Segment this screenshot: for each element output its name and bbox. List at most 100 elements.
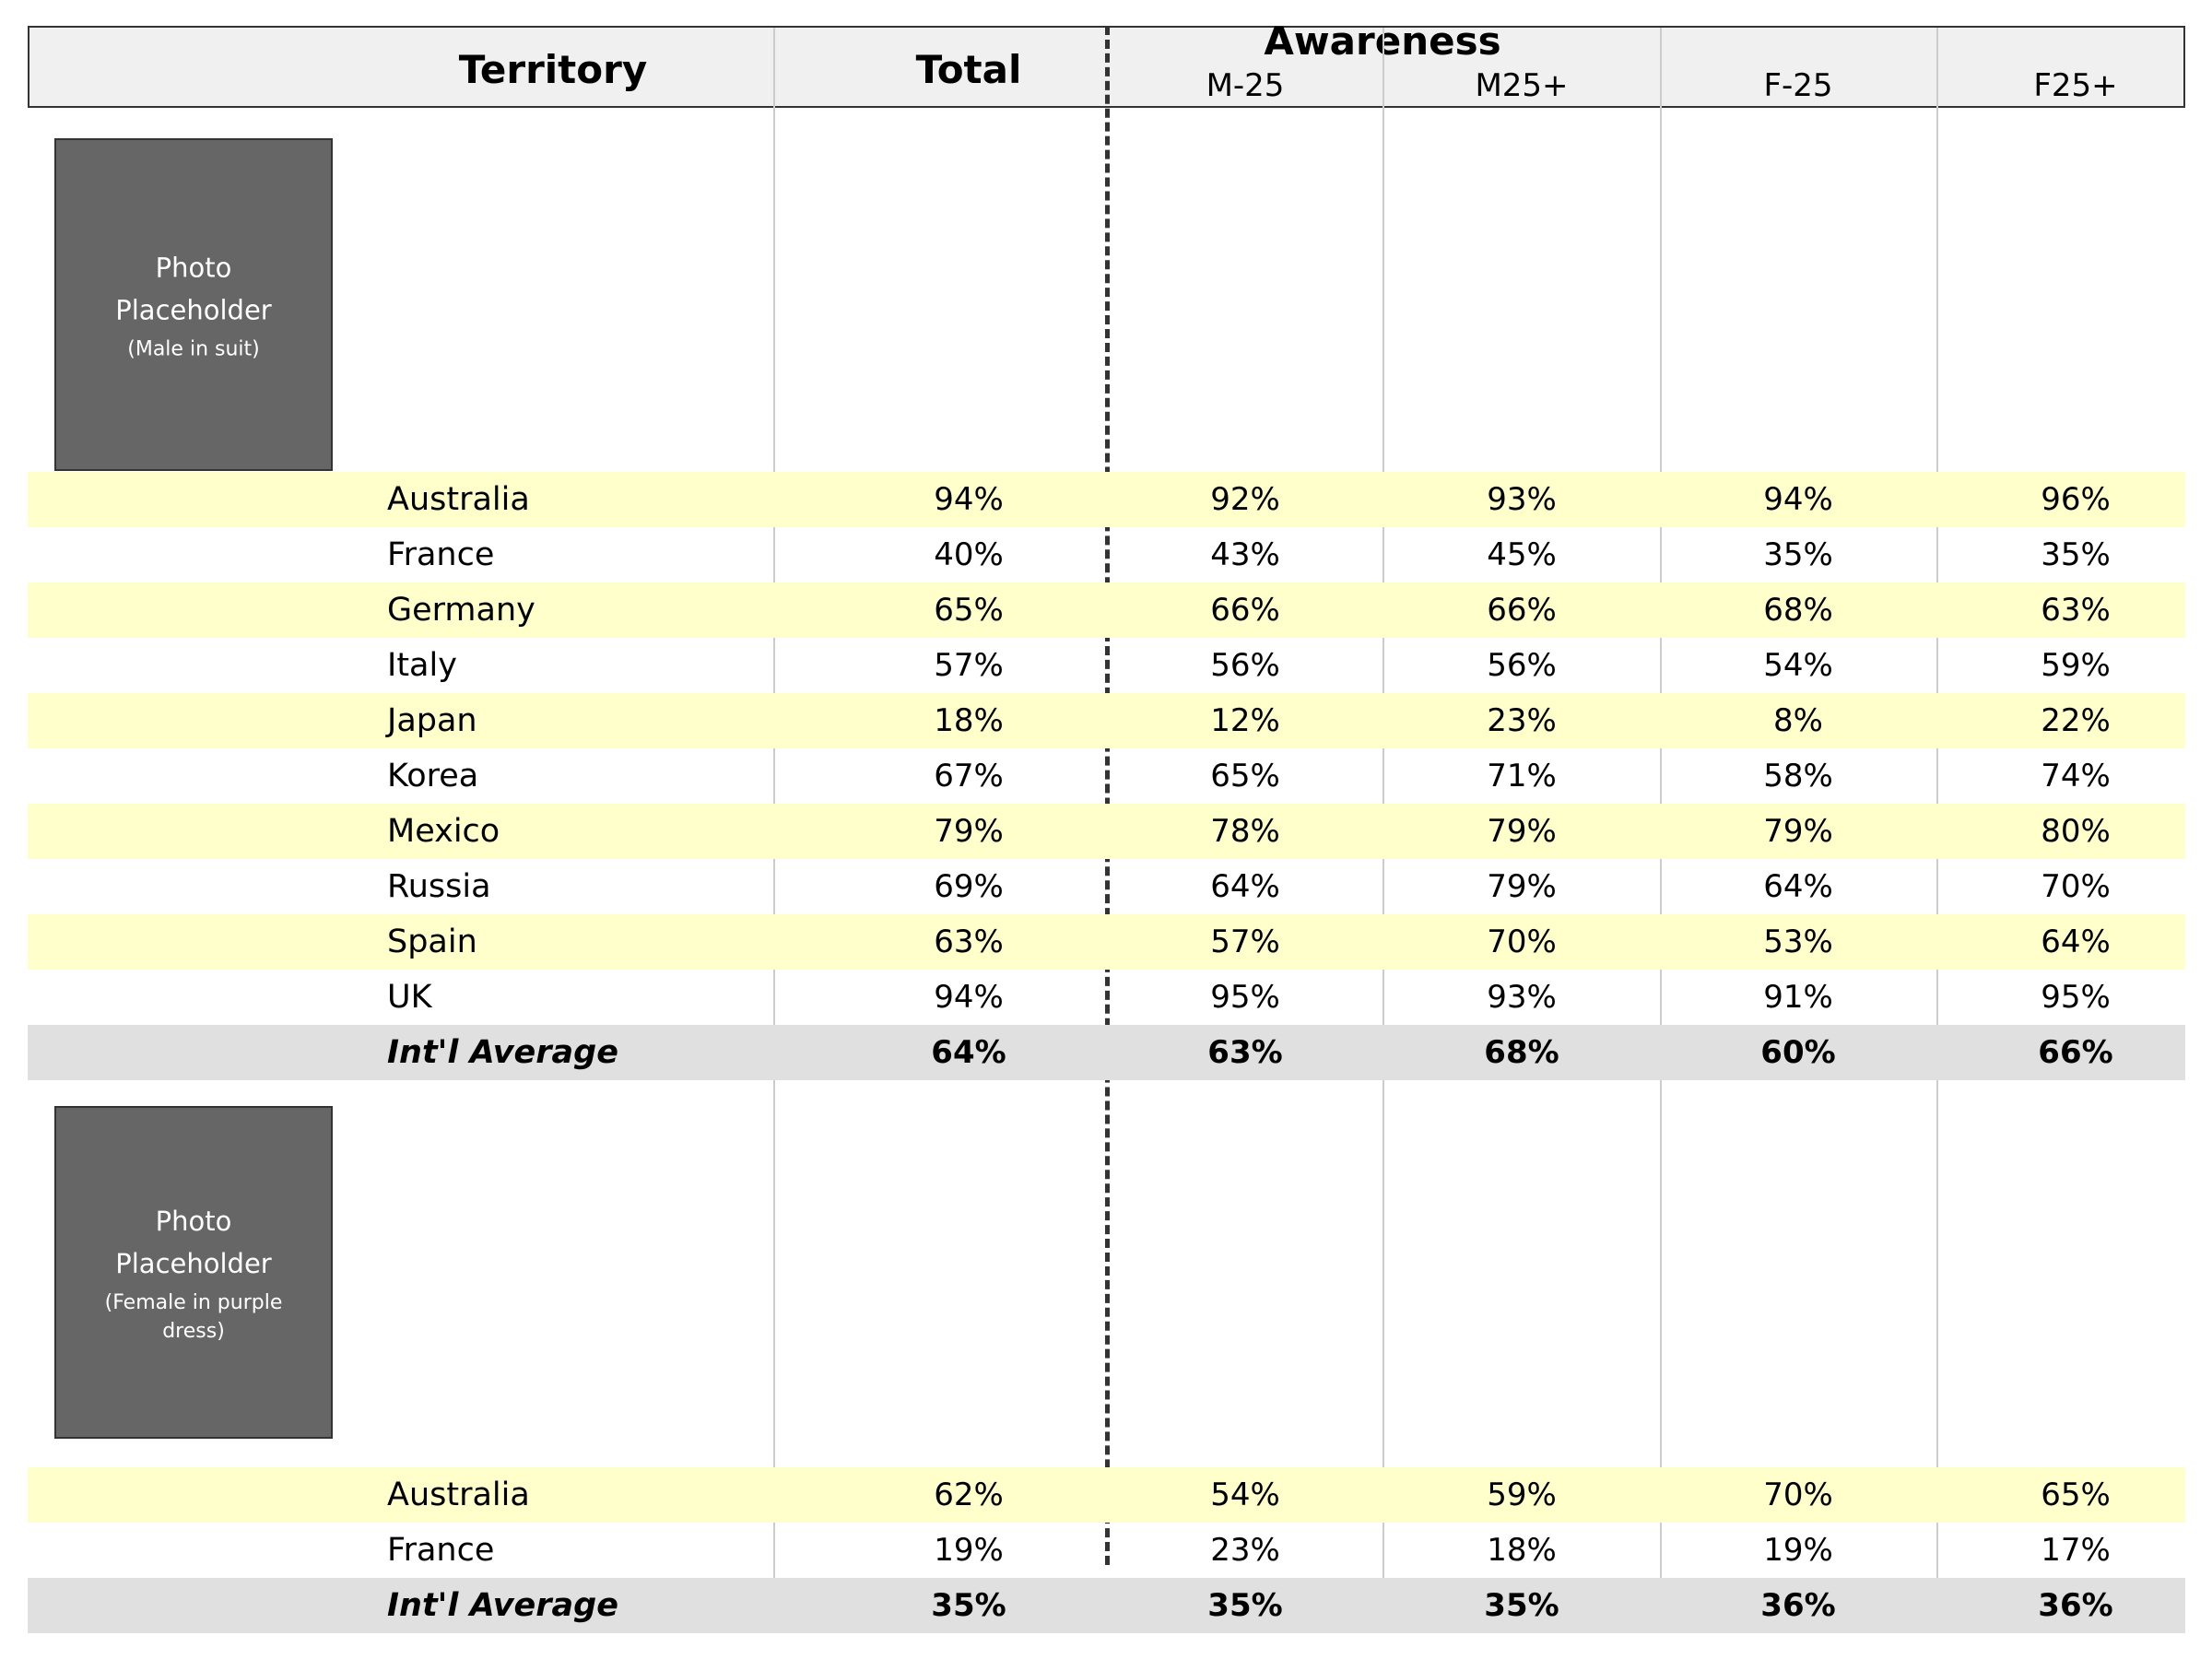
value-cell: 64% <box>2041 924 2111 960</box>
photo-caption: (Male in suit) <box>127 337 260 360</box>
value-cell: 19% <box>934 1532 1004 1569</box>
average-value-cell: 68% <box>1484 1034 1559 1071</box>
header-territory: Territory <box>458 47 648 92</box>
value-cell: 78% <box>1210 813 1280 850</box>
average-value-cell: 36% <box>2038 1587 2113 1624</box>
value-cell: 40% <box>934 536 1004 573</box>
value-cell: 54% <box>1763 647 1833 684</box>
value-cell: 57% <box>1210 924 1280 960</box>
average-value-cell: 66% <box>2038 1034 2113 1071</box>
value-cell: 93% <box>1487 979 1557 1016</box>
value-cell: 35% <box>1763 536 1833 573</box>
photo-line: Photo <box>155 252 232 283</box>
value-cell: 58% <box>1763 758 1833 794</box>
value-cell: 80% <box>2041 813 2111 850</box>
value-cell: 96% <box>2041 481 2111 518</box>
average-value-cell: 35% <box>1484 1587 1559 1624</box>
table-row <box>28 472 2185 527</box>
value-cell: 12% <box>1210 702 1280 739</box>
value-cell: 53% <box>1763 924 1833 960</box>
value-cell: 66% <box>1210 592 1280 629</box>
value-cell: 94% <box>1763 481 1833 518</box>
territory-name: Germany <box>387 592 535 629</box>
value-cell: 94% <box>934 979 1004 1016</box>
header-segment: M-25 <box>1206 67 1285 104</box>
average-value-cell: 36% <box>1760 1587 1836 1624</box>
value-cell: 65% <box>1210 758 1280 794</box>
value-cell: 22% <box>2041 702 2111 739</box>
value-cell: 56% <box>1487 647 1557 684</box>
value-cell: 19% <box>1763 1532 1833 1569</box>
value-cell: 23% <box>1487 702 1557 739</box>
value-cell: 65% <box>2041 1477 2111 1513</box>
value-cell: 56% <box>1210 647 1280 684</box>
value-cell: 95% <box>1210 979 1280 1016</box>
value-cell: 67% <box>934 758 1004 794</box>
value-cell: 45% <box>1487 536 1557 573</box>
value-cell: 70% <box>1763 1477 1833 1513</box>
table-row <box>28 914 2185 970</box>
header-segment: F-25 <box>1763 67 1833 104</box>
value-cell: 62% <box>934 1477 1004 1513</box>
header-segment: M25+ <box>1475 67 1569 104</box>
value-cell: 70% <box>1487 924 1557 960</box>
value-cell: 23% <box>1210 1532 1280 1569</box>
photo-placeholder-text: Photo Placeholder (Female in purple dress) <box>56 1200 331 1346</box>
average-value-cell: 60% <box>1760 1034 1836 1071</box>
average-value-cell: 63% <box>1207 1034 1283 1071</box>
territory-name: France <box>387 536 495 573</box>
average-label: Int'l Average <box>387 1587 618 1624</box>
value-cell: 63% <box>934 924 1004 960</box>
photo-line: Placeholder <box>115 1247 272 1279</box>
value-cell: 57% <box>934 647 1004 684</box>
average-row <box>28 1578 2185 1633</box>
value-cell: 59% <box>1487 1477 1557 1513</box>
value-cell: 43% <box>1210 536 1280 573</box>
average-value-cell: 35% <box>1207 1587 1283 1624</box>
average-value-cell: 35% <box>931 1587 1006 1624</box>
value-cell: 63% <box>2041 592 2111 629</box>
header-segment: F25+ <box>2033 67 2118 104</box>
value-cell: 69% <box>934 868 1004 905</box>
table-row <box>28 582 2185 638</box>
territory-name: France <box>387 1532 495 1569</box>
value-cell: 79% <box>1487 868 1557 905</box>
average-row <box>28 1025 2185 1080</box>
value-cell: 68% <box>1763 592 1833 629</box>
territory-name: Japan <box>387 702 477 739</box>
value-cell: 64% <box>1210 868 1280 905</box>
value-cell: 95% <box>2041 979 2111 1016</box>
territory-name: Russia <box>387 868 491 905</box>
photo-placeholder: Photo Placeholder (Male in suit) <box>54 138 333 471</box>
photo-line: Placeholder <box>115 294 272 325</box>
value-cell: 17% <box>2041 1532 2111 1569</box>
territory-name: Australia <box>387 481 530 518</box>
table-row <box>28 804 2185 859</box>
value-cell: 93% <box>1487 481 1557 518</box>
value-cell: 18% <box>1487 1532 1557 1569</box>
territory-name: Spain <box>387 924 477 960</box>
photo-placeholder-text: Photo Placeholder (Male in suit) <box>56 246 331 363</box>
header-total: Total <box>915 47 1022 92</box>
value-cell: 64% <box>1763 868 1833 905</box>
value-cell: 79% <box>1763 813 1833 850</box>
territory-name: Australia <box>387 1477 530 1513</box>
value-cell: 74% <box>2041 758 2111 794</box>
value-cell: 54% <box>1210 1477 1280 1513</box>
table-row <box>28 1467 2185 1523</box>
header-awareness: Awareness <box>1264 18 1501 64</box>
value-cell: 79% <box>1487 813 1557 850</box>
territory-name: Mexico <box>387 813 500 850</box>
value-cell: 59% <box>2041 647 2111 684</box>
photo-line: Photo <box>155 1205 232 1237</box>
value-cell: 18% <box>934 702 1004 739</box>
photo-caption: (Female in purple dress) <box>104 1290 283 1343</box>
value-cell: 65% <box>934 592 1004 629</box>
value-cell: 91% <box>1763 979 1833 1016</box>
photo-placeholder: Photo Placeholder (Female in purple dress) <box>54 1106 333 1439</box>
value-cell: 8% <box>1773 702 1823 739</box>
territory-name: UK <box>387 979 432 1016</box>
territory-name: Italy <box>387 647 457 684</box>
value-cell: 66% <box>1487 592 1557 629</box>
